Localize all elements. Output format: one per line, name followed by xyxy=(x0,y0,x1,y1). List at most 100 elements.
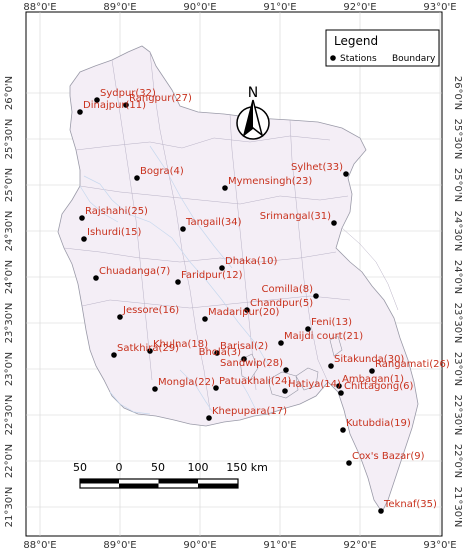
scale-segment xyxy=(198,483,238,488)
station-label: Ishurdi(15) xyxy=(87,227,142,238)
north-label: N xyxy=(248,85,258,101)
station-point[interactable] xyxy=(336,383,342,389)
station-point[interactable] xyxy=(123,102,129,108)
station-point[interactable] xyxy=(283,367,289,373)
station-label: Rajshahi(25) xyxy=(85,206,148,217)
stations-layer: Sydpur(32)Rangpur(27)Dinajpur(11) Sylhet(… xyxy=(77,88,450,514)
station-label: Chandpur(5) xyxy=(250,298,313,309)
station-point[interactable] xyxy=(222,185,228,191)
station-label: Bhola(3) xyxy=(199,347,241,358)
station-label: Tangail(34) xyxy=(185,217,242,228)
legend-stations-label: Stations xyxy=(340,54,377,64)
latitude-tick-label: 26°0'N xyxy=(452,76,463,110)
station-point[interactable] xyxy=(175,279,181,285)
station-label: Barisal(2) xyxy=(220,341,268,352)
longitude-tick-label: 90°0'E xyxy=(183,2,216,13)
latitude-tick-label: 22°0'N xyxy=(4,444,15,478)
longitude-labels-top: 88°0'E 89°0'E 90°0'E 91°0'E 92°0'E 93°0'E xyxy=(23,2,456,13)
latitude-tick-label: 24°30'N xyxy=(452,211,463,252)
longitude-tick-label: 88°0'E xyxy=(23,540,56,550)
latitude-tick-label: 25°0'N xyxy=(4,168,15,202)
station-point[interactable] xyxy=(369,368,375,374)
station-label: Dinajpur(11) xyxy=(83,100,146,111)
station-label: Sandwip(28) xyxy=(220,358,283,369)
latitude-tick-label: 22°30'N xyxy=(452,395,463,436)
longitude-labels-bottom: 88°0'E 89°0'E 90°0'E 91°0'E 92°0'E 93°0'E xyxy=(23,540,456,550)
legend-title: Legend xyxy=(334,34,378,48)
station-label: Bogra(4) xyxy=(140,166,184,177)
station-point[interactable] xyxy=(378,508,384,514)
station-point[interactable] xyxy=(81,236,87,242)
latitude-tick-label: 23°0'N xyxy=(4,352,15,386)
station-label: Faridpur(12) xyxy=(181,270,243,281)
station-point[interactable] xyxy=(77,109,83,115)
station-point[interactable] xyxy=(343,171,349,177)
station-point[interactable] xyxy=(180,226,186,232)
station-label: Kutubdia(19) xyxy=(346,418,411,429)
station-point[interactable] xyxy=(346,460,352,466)
station-label: Patuakhali(24) xyxy=(219,376,292,387)
longitude-tick-label: 93°0'E xyxy=(423,2,456,13)
latitude-tick-label: 24°30'N xyxy=(4,211,15,252)
station-point[interactable] xyxy=(331,220,337,226)
scale-label-100: 100 xyxy=(188,461,209,474)
station-point[interactable] xyxy=(147,348,153,354)
north-arrow: N xyxy=(236,85,270,140)
longitude-tick-label: 92°0'E xyxy=(343,2,376,13)
station-point[interactable] xyxy=(79,215,85,221)
latitude-tick-label: 25°0'N xyxy=(452,168,463,202)
district-boundaries xyxy=(63,51,399,411)
latitude-tick-label: 24°0'N xyxy=(4,260,15,294)
station-label: Mongla(22) xyxy=(158,377,215,388)
scale-segment xyxy=(158,479,198,484)
station-point[interactable] xyxy=(328,363,334,369)
latitude-tick-label: 23°30'N xyxy=(4,303,15,344)
latitude-tick-label: 26°0'N xyxy=(4,76,15,110)
station-label: Rangpur(27) xyxy=(129,93,192,104)
station-point[interactable] xyxy=(93,275,99,281)
station-point[interactable] xyxy=(305,326,311,332)
station-point[interactable] xyxy=(214,350,220,356)
station-point[interactable] xyxy=(117,314,123,320)
station-label: Chuadanga(7) xyxy=(99,266,170,277)
station-point[interactable] xyxy=(111,352,117,358)
latitude-tick-label: 24°0'N xyxy=(452,260,463,294)
station-point[interactable] xyxy=(206,415,212,421)
longitude-tick-label: 91°0'E xyxy=(263,2,296,13)
station-label: Ambagan(1) xyxy=(342,374,404,385)
latitude-tick-label: 25°30'N xyxy=(4,119,15,160)
station-point[interactable] xyxy=(338,390,344,396)
latitude-tick-label: 21°30'N xyxy=(452,487,463,528)
station-point[interactable] xyxy=(278,340,284,346)
legend-station-symbol xyxy=(330,55,336,61)
station-label: Khulna(18) xyxy=(153,339,208,350)
station-label: Sitakunda(30) xyxy=(334,354,404,365)
longitude-tick-label: 91°0'E xyxy=(263,540,296,550)
scale-segment xyxy=(119,483,159,488)
latitude-labels-left: 26°0'N 25°30'N 25°0'N 24°30'N 24°0'N 23°30'N 2… xyxy=(0,0,29,527)
station-label: Cox's Bazar(9) xyxy=(352,451,425,462)
station-point[interactable] xyxy=(244,307,250,313)
station-point[interactable] xyxy=(282,388,288,394)
station-label: Maijdi court(21) xyxy=(284,331,363,342)
station-label: Comilla(8) xyxy=(262,284,314,295)
station-label: Sydpur(32) xyxy=(100,88,156,99)
latitude-tick-label: 21°0'N xyxy=(438,0,464,3)
station-point[interactable] xyxy=(134,175,140,181)
station-point[interactable] xyxy=(202,316,208,322)
station-label: Hatiya(14) xyxy=(288,379,341,390)
station-point[interactable] xyxy=(340,427,346,433)
station-point[interactable] xyxy=(94,97,100,103)
scale-label-50-left: 50 xyxy=(73,461,87,474)
legend-box xyxy=(325,29,440,67)
station-point[interactable] xyxy=(241,356,247,362)
station-point[interactable] xyxy=(152,386,158,392)
station-point[interactable] xyxy=(313,293,319,299)
station-point[interactable] xyxy=(213,385,219,391)
station-label: Feni(13) xyxy=(311,317,352,328)
station-point[interactable] xyxy=(219,265,225,271)
scale-segment xyxy=(80,479,119,484)
latitude-tick-label: 22°30'N xyxy=(4,395,15,436)
station-label: Sylhet(33) xyxy=(291,162,343,173)
legend: Legend Stations Boundary xyxy=(325,29,440,67)
